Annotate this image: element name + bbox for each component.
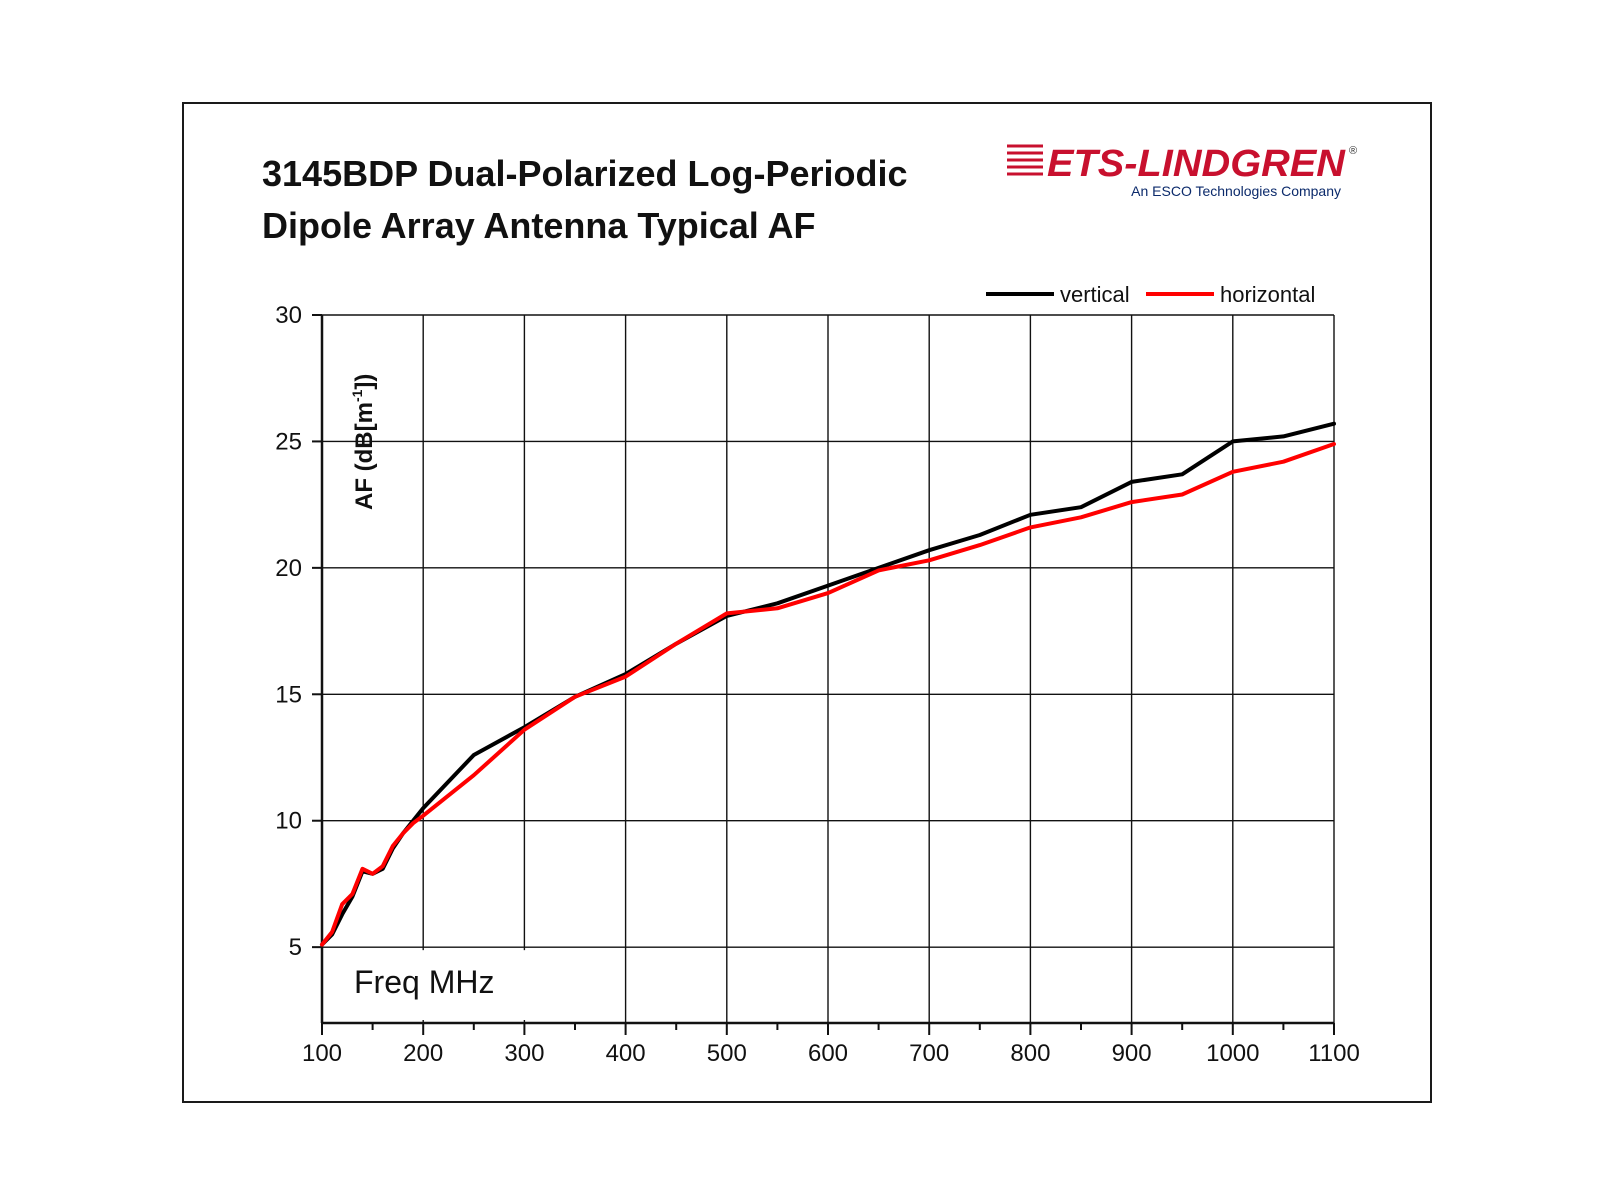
chart-frame <box>182 102 1432 1103</box>
x-tick-label: 100 <box>302 1040 342 1067</box>
x-tick-label: 600 <box>808 1040 848 1067</box>
y-tick-label: 30 <box>275 302 302 329</box>
x-axis-label-box <box>324 950 542 1020</box>
y-tick-label: 5 <box>289 934 302 961</box>
x-tick-label: 900 <box>1112 1040 1152 1067</box>
y-tick-label: 10 <box>275 808 302 835</box>
y-axis-label: AF (dB[m-1]) <box>349 374 378 510</box>
logo-waves-icon <box>1007 144 1043 176</box>
x-tick-label: 300 <box>504 1040 544 1067</box>
y-tick-label: 20 <box>275 555 302 582</box>
y-tick-label: 15 <box>275 681 302 708</box>
chart-title: 3145BDP Dual-Polarized Log-Periodic Dipo… <box>262 148 908 252</box>
series-lines <box>320 421 1336 947</box>
logo-registered-mark: ® <box>1349 145 1357 157</box>
logo-brand: ETS-LINDGREN <box>1047 143 1347 185</box>
legend-label-vertical: vertical <box>1060 282 1130 307</box>
ets-lindgren-logo: ETS-LINDGREN ® An ESCO Technologies Comp… <box>1007 143 1357 199</box>
x-tick-label: 1000 <box>1206 1040 1259 1067</box>
x-tick-label: 200 <box>403 1040 443 1067</box>
y-tick-label: 25 <box>275 428 302 455</box>
y-axis-label-exponent: -1 <box>349 389 365 402</box>
y-axis-label-end: ]) <box>351 374 378 390</box>
legend: vertical horizontal <box>986 282 1315 307</box>
x-tick-label: 700 <box>909 1040 949 1067</box>
axes <box>312 314 1335 1035</box>
logo-tagline: An ESCO Technologies Company <box>1131 183 1341 199</box>
x-tick-label: 400 <box>606 1040 646 1067</box>
grid <box>322 314 1335 1023</box>
x-tick-label: 500 <box>707 1040 747 1067</box>
chart-title-line-1: 3145BDP Dual-Polarized Log-Periodic <box>262 153 908 194</box>
x-tick-label: 800 <box>1010 1040 1050 1067</box>
x-axis-label: Freq MHz <box>354 964 494 1000</box>
chart-title-line-2: Dipole Array Antenna Typical AF <box>262 205 816 246</box>
series-line-horizontal <box>320 442 1336 947</box>
x-tick-label: 1100 <box>1308 1040 1360 1067</box>
y-axis-label-main: AF (dB[m <box>351 402 378 510</box>
legend-label-horizontal: horizontal <box>1220 282 1315 307</box>
axis-labels: 100 200 300 400 500 600 700 800 900 1000 1100 5 10 15… <box>275 302 1360 1067</box>
